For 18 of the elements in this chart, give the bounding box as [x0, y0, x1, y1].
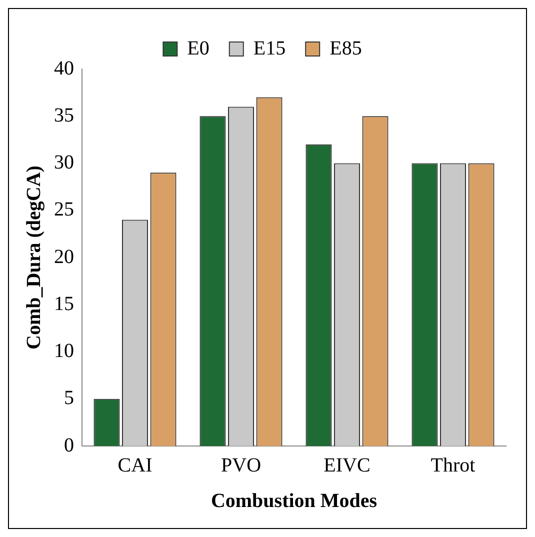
- y-tick-label: 40: [54, 57, 74, 80]
- y-axis-title: Comb_Dura (degCA): [23, 166, 46, 350]
- y-tick-label: 10: [54, 340, 74, 362]
- legend-label: E15: [253, 37, 286, 60]
- y-tick-label: 15: [54, 292, 74, 315]
- legend-label: E0: [187, 37, 210, 60]
- x-tick-label: PVO: [220, 454, 262, 476]
- y-tick-label: 30: [54, 152, 74, 174]
- x-tick-label: EIVC: [324, 454, 370, 476]
- x-axis-title: Combustion Modes: [210, 490, 378, 512]
- y-tick-label: 35: [54, 104, 74, 126]
- x-tick-label: Throt: [430, 454, 476, 476]
- y-tick-label: 5: [64, 387, 74, 410]
- y-tick-label: 20: [54, 246, 74, 268]
- y-tick-label: 0: [64, 434, 74, 456]
- legend-label: E85: [330, 37, 362, 60]
- y-tick-label: 25: [54, 198, 74, 221]
- x-tick-label: CAI: [118, 454, 152, 476]
